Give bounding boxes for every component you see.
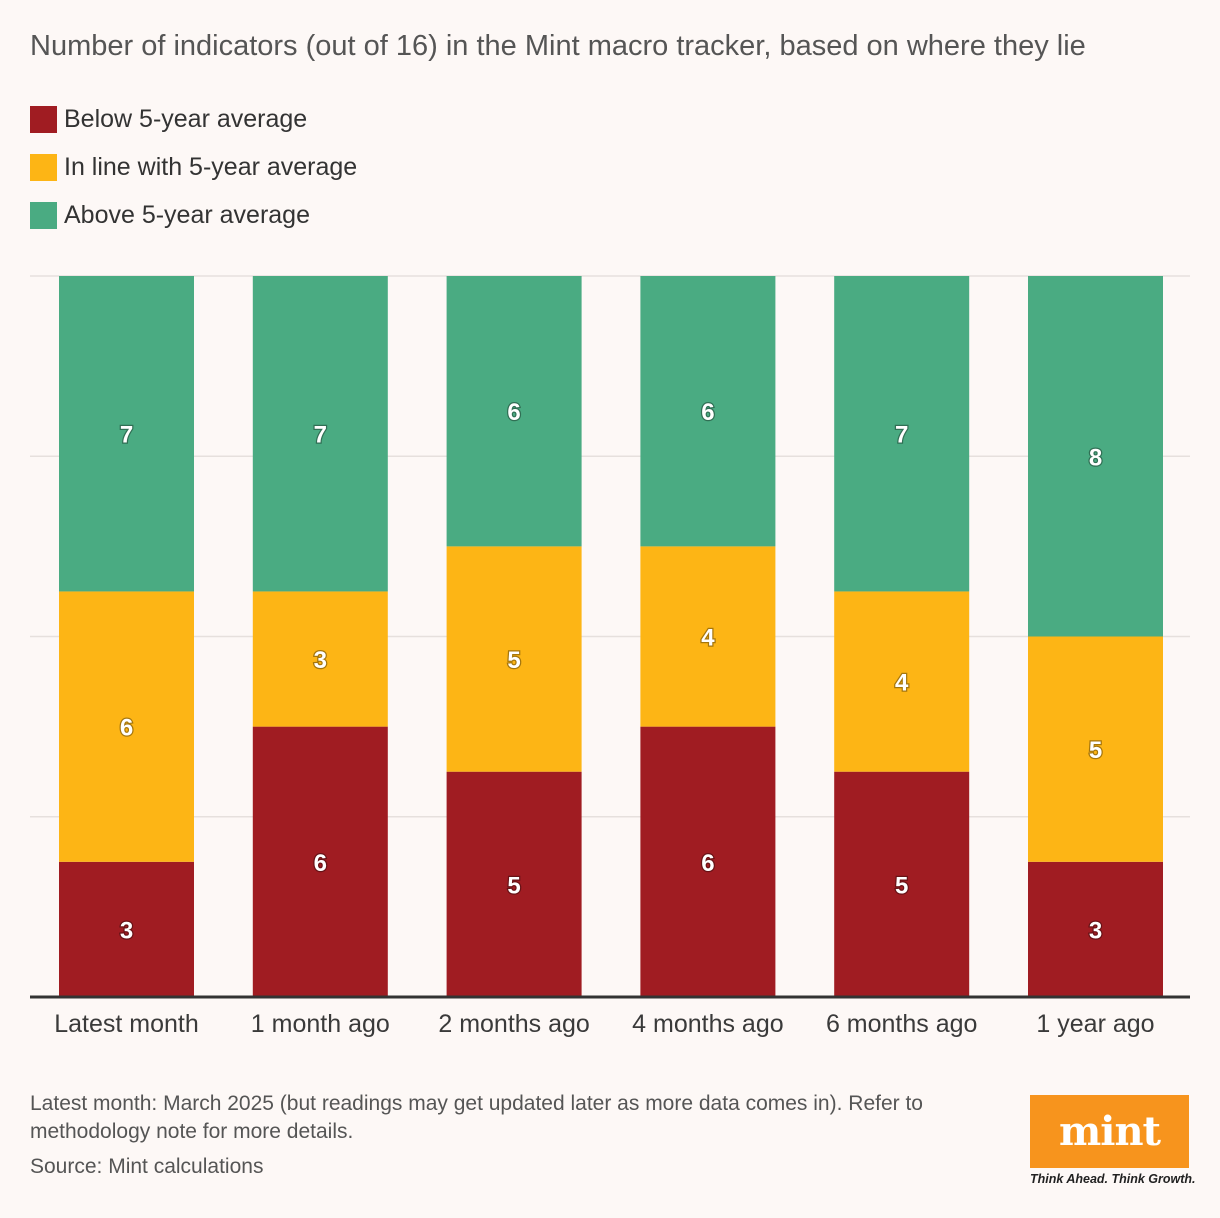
bar-segment-inline [252, 591, 388, 727]
data-label-inline: 5 [507, 647, 520, 674]
data-label-inline: 5 [1089, 737, 1102, 764]
x-tick-label: 6 months ago [826, 1010, 978, 1038]
data-label-inline: 6 [120, 715, 133, 742]
legend-label-inline: In line with 5-year average [64, 152, 358, 181]
legend-item-above: Above 5-year average [30, 191, 357, 239]
bar-segment-below [640, 726, 776, 997]
bar-segment-above [834, 276, 970, 592]
legend: Below 5-year average In line with 5-year… [30, 95, 357, 239]
data-label-above: 7 [895, 422, 908, 449]
bar-segment-above [1028, 276, 1163, 637]
x-tick-label: 2 months ago [438, 1010, 590, 1038]
bar-segment-inline [640, 546, 776, 727]
bar-segment-inline [59, 591, 194, 862]
x-tick-label: 1 month ago [251, 1010, 390, 1038]
bar-segment-inline [834, 591, 970, 772]
chart-title: Number of indicators (out of 16) in the … [30, 30, 1086, 62]
bar-segment-below [59, 861, 194, 997]
x-tick-label: 1 year ago [1036, 1010, 1154, 1038]
x-tick-label: Latest month [54, 1010, 199, 1038]
footnote: Latest month: March 2025 (but readings m… [30, 1092, 923, 1143]
legend-label-above: Above 5-year average [64, 200, 310, 229]
stacked-bar-chart: 3 6 7 Latest month 6 3 7 1 month ago 5 5 6 2 months… [30, 275, 1190, 1038]
legend-swatch-above [30, 201, 57, 229]
legend-swatch-below [30, 105, 57, 133]
data-label-below: 3 [1089, 917, 1102, 944]
data-label-below: 6 [701, 850, 714, 877]
legend-item-inline: In line with 5-year average [30, 143, 357, 191]
bar-segment-above [640, 276, 776, 547]
mint-logo-word: mint [1058, 1108, 1161, 1155]
mint-tagline: Think Ahead. Think Growth. [1030, 1172, 1196, 1186]
bar-segment-below [446, 771, 582, 997]
data-label-above: 8 [1089, 444, 1102, 471]
legend-swatch-inline [30, 153, 57, 181]
bar-segment-inline [446, 546, 582, 772]
data-label-below: 3 [120, 917, 133, 944]
mint-logo: mint [1030, 1095, 1189, 1168]
data-label-above: 7 [314, 422, 327, 449]
source-note: Source: Mint calculations [30, 1155, 264, 1178]
legend-item-below: Below 5-year average [30, 95, 357, 143]
bar-segment-below [834, 771, 970, 997]
data-label-inline: 4 [895, 670, 909, 697]
data-label-above: 7 [120, 422, 133, 449]
data-label-above: 6 [701, 399, 714, 426]
data-label-inline: 4 [701, 625, 715, 652]
bar-segment-above [252, 276, 388, 592]
bar-segment-inline [1028, 636, 1163, 862]
data-label-below: 5 [507, 872, 520, 899]
data-label-below: 6 [314, 850, 327, 877]
bar-segment-below [252, 726, 388, 997]
bar-segment-above [59, 276, 194, 592]
bar-segment-above [446, 276, 582, 547]
bar-segment-below [1028, 861, 1163, 997]
data-label-below: 5 [895, 872, 908, 899]
legend-label-below: Below 5-year average [64, 104, 308, 133]
data-label-above: 6 [507, 399, 520, 426]
data-label-inline: 3 [314, 647, 327, 674]
x-tick-label: 4 months ago [632, 1010, 784, 1038]
